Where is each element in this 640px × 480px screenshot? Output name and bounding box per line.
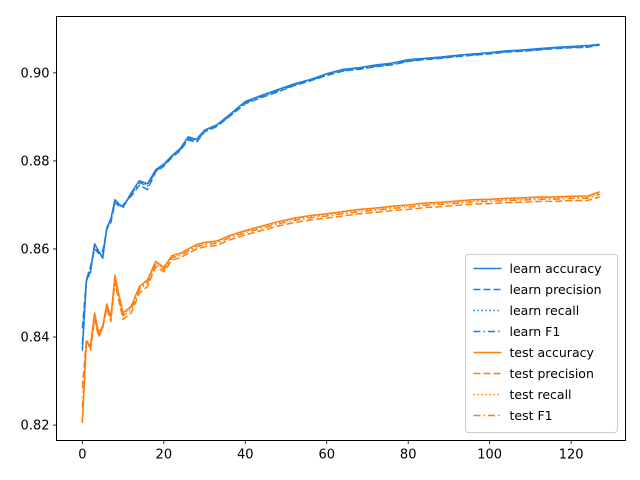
- x-tick-label: 60: [318, 448, 335, 463]
- legend-label-4: test accuracy: [510, 345, 595, 360]
- x-tick-label: 20: [156, 448, 173, 463]
- legend-box: [465, 254, 618, 433]
- x-tick-label: 80: [400, 448, 417, 463]
- plot-frame: [56, 16, 626, 441]
- legend-label-6: test recall: [510, 387, 572, 402]
- legend-label-3: learn F1: [510, 324, 561, 339]
- legend: learn accuracy learn precision learn recal…: [465, 254, 618, 433]
- y-tick-label: 0.82: [21, 419, 50, 434]
- x-tick-label: 0: [78, 448, 86, 463]
- legend-label-5: test precision: [510, 366, 594, 381]
- legend-label-0: learn accuracy: [510, 261, 603, 276]
- y-tick-label: 0.90: [21, 66, 50, 81]
- series-line-3: [81, 43, 600, 344]
- legend-label-7: test F1: [510, 408, 553, 423]
- y-tick-label: 0.84: [21, 331, 50, 346]
- y-tick-label: 0.86: [21, 242, 50, 257]
- y-tick-label: 0.88: [21, 154, 50, 169]
- series-layer: [81, 43, 600, 423]
- x-axis: 0 20 40 60 80 100 120: [78, 440, 584, 463]
- legend-label-1: learn precision: [510, 282, 602, 297]
- legend-label-2: learn recall: [510, 303, 580, 318]
- y-axis: 0.82 0.84 0.86 0.88 0.90: [21, 66, 57, 434]
- series-line-7: [81, 193, 600, 408]
- x-tick-label: 100: [477, 448, 502, 463]
- x-tick-label: 120: [559, 448, 584, 463]
- x-tick-label: 40: [237, 448, 254, 463]
